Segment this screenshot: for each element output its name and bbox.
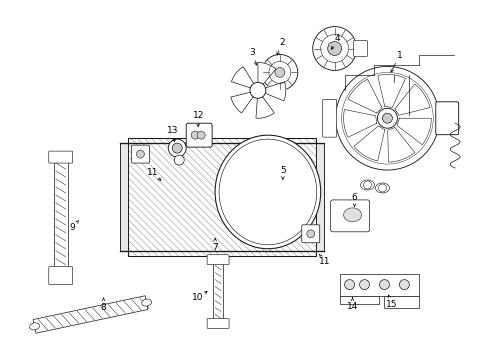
Ellipse shape <box>142 299 151 306</box>
Bar <box>384 296 419 307</box>
Polygon shape <box>255 97 274 118</box>
Circle shape <box>249 82 265 98</box>
Polygon shape <box>387 127 414 162</box>
Circle shape <box>174 155 184 165</box>
Circle shape <box>399 280 408 289</box>
Circle shape <box>382 113 392 123</box>
Text: 8: 8 <box>101 303 106 312</box>
Text: 9: 9 <box>70 223 75 232</box>
Circle shape <box>327 41 341 55</box>
Polygon shape <box>230 92 253 113</box>
Text: 11: 11 <box>146 167 158 176</box>
Polygon shape <box>353 126 384 161</box>
Bar <box>339 274 419 296</box>
Circle shape <box>306 230 314 238</box>
Circle shape <box>191 131 199 139</box>
Circle shape <box>136 150 144 158</box>
Circle shape <box>312 27 356 71</box>
Circle shape <box>274 67 285 77</box>
Text: 7: 7 <box>212 243 218 252</box>
Bar <box>213 262 223 321</box>
Bar <box>315 143 323 251</box>
Text: 13: 13 <box>166 126 178 135</box>
FancyBboxPatch shape <box>330 200 369 232</box>
Circle shape <box>268 62 290 84</box>
Bar <box>54 160 67 270</box>
Ellipse shape <box>360 180 374 190</box>
Ellipse shape <box>343 208 361 222</box>
FancyBboxPatch shape <box>435 102 458 135</box>
Polygon shape <box>394 84 429 115</box>
Circle shape <box>262 54 297 90</box>
Text: 11: 11 <box>318 257 330 266</box>
Circle shape <box>344 280 354 289</box>
FancyBboxPatch shape <box>131 145 149 163</box>
FancyBboxPatch shape <box>353 41 367 57</box>
FancyBboxPatch shape <box>301 225 319 243</box>
Ellipse shape <box>375 183 388 193</box>
Polygon shape <box>231 67 253 88</box>
FancyBboxPatch shape <box>207 319 228 328</box>
Ellipse shape <box>30 323 40 330</box>
Text: 1: 1 <box>396 51 402 60</box>
Text: 5: 5 <box>280 166 285 175</box>
Circle shape <box>335 67 438 170</box>
Bar <box>128 138 315 256</box>
Text: 6: 6 <box>351 193 357 202</box>
Circle shape <box>359 280 369 289</box>
Bar <box>339 296 379 303</box>
Polygon shape <box>33 296 148 333</box>
Polygon shape <box>258 62 275 84</box>
Text: 4: 4 <box>334 34 340 43</box>
FancyBboxPatch shape <box>207 255 228 265</box>
Polygon shape <box>396 118 430 145</box>
Circle shape <box>172 143 182 153</box>
Bar <box>120 143 128 251</box>
Polygon shape <box>343 109 376 137</box>
Polygon shape <box>347 79 381 113</box>
Ellipse shape <box>215 135 320 249</box>
FancyBboxPatch shape <box>49 151 73 163</box>
Text: 10: 10 <box>192 293 203 302</box>
Circle shape <box>168 139 186 157</box>
Text: 3: 3 <box>248 48 254 57</box>
Text: 12: 12 <box>192 111 203 120</box>
Circle shape <box>377 108 397 128</box>
FancyBboxPatch shape <box>322 99 336 137</box>
Polygon shape <box>377 75 405 107</box>
Circle shape <box>320 35 348 62</box>
Circle shape <box>197 131 205 139</box>
FancyBboxPatch shape <box>49 267 73 285</box>
Circle shape <box>379 280 388 289</box>
Text: 14: 14 <box>346 302 358 311</box>
FancyBboxPatch shape <box>186 123 212 147</box>
Text: 15: 15 <box>385 300 396 309</box>
Polygon shape <box>265 82 285 101</box>
Text: 2: 2 <box>279 38 284 47</box>
